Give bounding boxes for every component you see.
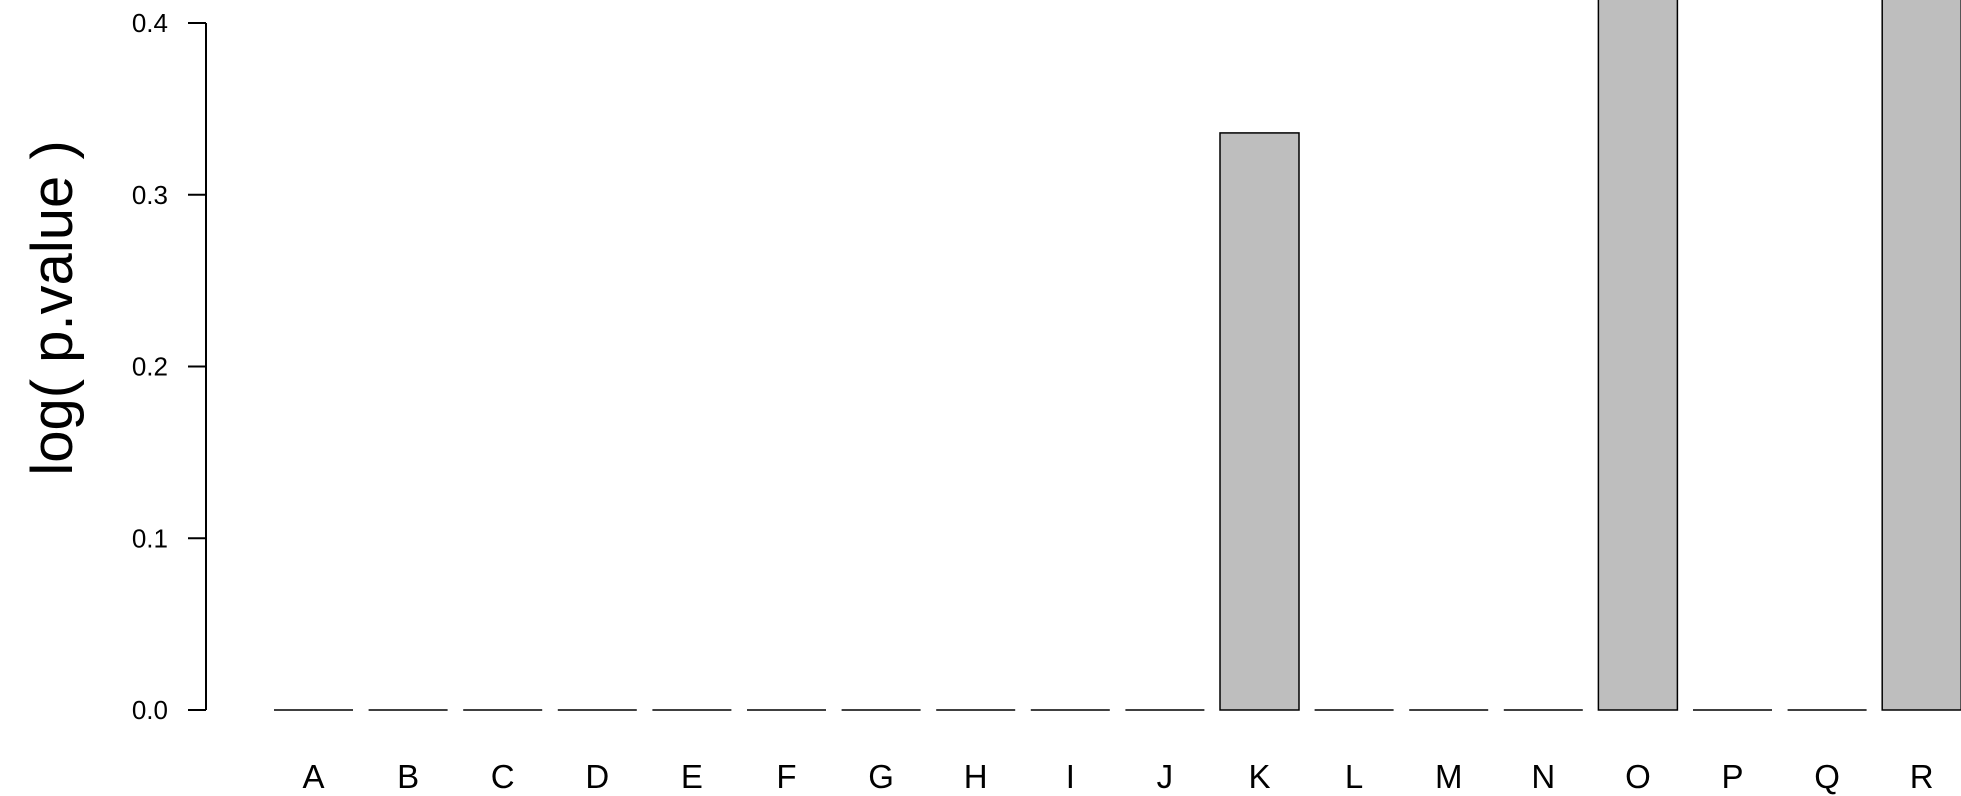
x-category-label: P <box>1721 758 1743 795</box>
y-tick-label: 0.2 <box>132 352 168 382</box>
y-tick-label: 0.3 <box>132 180 168 210</box>
x-category-label: R <box>1910 758 1934 795</box>
bar <box>1881 0 1961 711</box>
bars <box>274 0 1961 711</box>
bar <box>1597 0 1679 711</box>
y-tick-label: 0.1 <box>132 523 168 553</box>
x-category-label: B <box>397 758 419 795</box>
y-tick-label: 0.4 <box>132 8 168 38</box>
x-category-label: I <box>1066 758 1075 795</box>
x-category-label: M <box>1435 758 1463 795</box>
bar <box>1219 132 1300 711</box>
x-category-label: C <box>491 758 515 795</box>
x-category-label: Q <box>1814 758 1840 795</box>
x-category-label: J <box>1157 758 1174 795</box>
y-tick-label: 0.0 <box>132 695 168 725</box>
x-category-label: D <box>585 758 609 795</box>
x-category-label: F <box>776 758 796 795</box>
x-category-label: G <box>868 758 894 795</box>
x-category-label: L <box>1345 758 1363 795</box>
x-category-label: H <box>964 758 988 795</box>
x-category-label: K <box>1248 758 1270 795</box>
x-axis-labels: A B C D E F G H I J K L M N O P Q R <box>302 758 1933 795</box>
x-category-label: A <box>302 758 324 795</box>
x-category-label: N <box>1531 758 1555 795</box>
x-category-label: E <box>681 758 703 795</box>
x-category-label: O <box>1625 758 1651 795</box>
y-axis: 0.0 0.1 0.2 0.3 0.4 <box>132 8 207 725</box>
y-axis-title: log( p.value ) <box>20 140 85 475</box>
